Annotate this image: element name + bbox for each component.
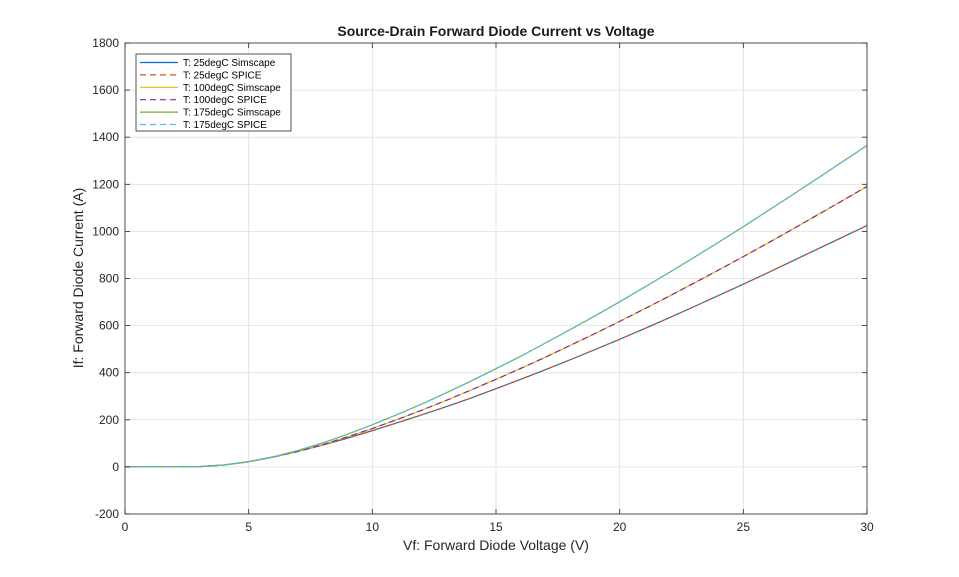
legend-entry-1: T: 25degC Simscape bbox=[183, 58, 276, 69]
y-tick-label: 400 bbox=[99, 366, 119, 380]
tick-marks bbox=[124, 42, 868, 515]
x-tick-label: 10 bbox=[366, 520, 380, 534]
y-tick-label: 1800 bbox=[92, 36, 119, 50]
legend-entry-6: T: 175degC SPICE bbox=[183, 120, 267, 131]
y-tick-label: -200 bbox=[95, 507, 119, 521]
y-tick-label: 800 bbox=[99, 272, 119, 286]
series-layer bbox=[125, 144, 868, 468]
legend-entry-2: T: 25degC SPICE bbox=[183, 70, 262, 81]
series-line-6 bbox=[125, 144, 868, 468]
x-tick-label: 20 bbox=[613, 520, 627, 534]
x-tick-label: 25 bbox=[737, 520, 751, 534]
y-tick-label: 0 bbox=[112, 460, 119, 474]
x-axis-label: Vf: Forward Diode Voltage (V) bbox=[403, 537, 589, 553]
y-tick-label: 1600 bbox=[92, 83, 119, 97]
x-tick-label: 5 bbox=[245, 520, 252, 534]
y-tick-label: 200 bbox=[99, 413, 119, 427]
x-tick-label: 15 bbox=[489, 520, 503, 534]
y-tick-label: 1000 bbox=[92, 224, 119, 238]
legend-entry-3: T: 100degC Simscape bbox=[183, 83, 281, 94]
x-tick-label: 0 bbox=[122, 520, 129, 534]
x-tick-label: 30 bbox=[860, 520, 874, 534]
y-tick-label: 1400 bbox=[92, 130, 119, 144]
y-tick-labels: -200 0 200 400 600 800 1000 1200 1400 1600 1800 bbox=[92, 36, 119, 521]
y-axis-label: If: Forward Diode Current (A) bbox=[70, 188, 86, 369]
y-tick-label: 600 bbox=[99, 319, 119, 333]
y-tick-label: 1200 bbox=[92, 177, 119, 191]
chart-title: Source-Drain Forward Diode Current vs Vo… bbox=[337, 23, 654, 39]
legend-entry-5: T: 175degC Simscape bbox=[183, 108, 281, 119]
legend-box bbox=[135, 53, 292, 132]
legend-entry-4: T: 100degC SPICE bbox=[183, 95, 267, 106]
x-tick-labels: 0 5 10 15 20 25 30 bbox=[122, 520, 874, 534]
